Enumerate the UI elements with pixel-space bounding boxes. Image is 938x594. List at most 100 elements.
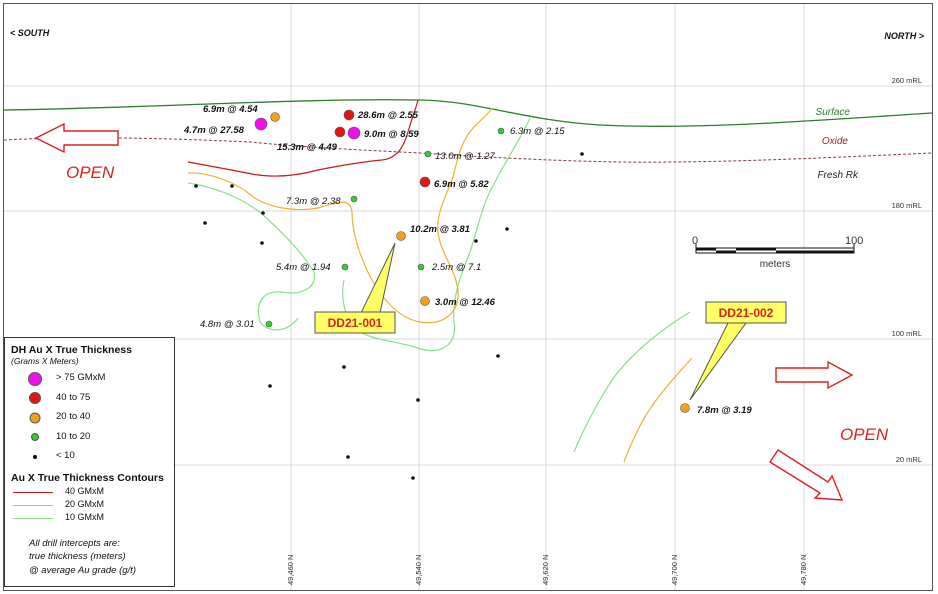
legend-title: DH Au X True Thickness — [11, 344, 132, 356]
south-label: < SOUTH — [10, 28, 50, 38]
legend-contour-line — [13, 504, 53, 506]
scale-start: 0 — [692, 235, 698, 247]
intercept-label: 10.2m @ 3.81 — [410, 224, 470, 235]
open-label-south: OPEN — [66, 163, 115, 182]
north-label: NORTH > — [884, 31, 924, 41]
legend-class-row: < 10 — [11, 447, 174, 467]
legend-class-row: 10 to 20 — [11, 428, 174, 448]
contour-20-gmxm — [187, 107, 693, 463]
legend-class-label: > 75 GMxM — [56, 372, 106, 383]
intercept-10-20 — [497, 127, 505, 135]
scale-bar: 0 100 meters — [692, 235, 863, 270]
legend-contours: 40 GMxM 20 GMxM 10 GMxM — [11, 486, 174, 525]
intercept-40-75 — [419, 176, 431, 188]
pierce-point — [342, 365, 346, 369]
intercept-symbols — [254, 109, 690, 413]
legend-class-row: > 75 GMxM — [11, 369, 174, 389]
fresh-rock-label: Fresh Rk — [817, 170, 859, 181]
oxide-line — [3, 137, 933, 163]
intercept-label: 7.3m @ 2.38 — [286, 196, 341, 207]
pierce-point — [346, 455, 350, 459]
contour-40-gmxm — [187, 99, 419, 177]
intercept-label: 3.0m @ 12.46 — [435, 297, 496, 308]
intercept-10-20 — [341, 263, 349, 271]
northing-label: 49,620 N — [541, 555, 550, 585]
intercept-label: 6.3m @ 2.15 — [510, 126, 565, 137]
legend-contour-line — [13, 491, 53, 493]
intercept-10-20 — [265, 320, 273, 328]
legend-subtitle: (Grams X Meters) — [11, 356, 79, 366]
pierce-point — [505, 227, 509, 231]
pierce-point — [230, 184, 234, 188]
pierce-point — [194, 184, 198, 188]
open-arrow-north — [775, 360, 854, 390]
intercept-20-40 — [680, 403, 690, 413]
intercept-20-40 — [270, 112, 280, 122]
legend-class-label: < 10 — [56, 450, 75, 461]
intercept-labels: 6.9m @ 4.54 4.7m @ 27.58 28.6m @ 2.55 9.… — [183, 104, 752, 416]
legend-classes: > 75 GMxM 40 to 75 20 to 40 10 to 20 < 1… — [11, 369, 174, 467]
intercept-label: 6.9m @ 4.54 — [203, 104, 258, 115]
legend: DH Au X True Thickness (Grams X Meters) … — [4, 337, 175, 587]
intercept-10-20 — [417, 263, 425, 271]
intercept-label: 9.0m @ 8.59 — [364, 129, 419, 140]
intercept-gt-75 — [254, 117, 268, 131]
intercept-label: 4.7m @ 27.58 — [183, 125, 245, 136]
low-grade-points — [194, 152, 584, 480]
pierce-point — [474, 239, 478, 243]
legend-contour-title: Au X True Thickness Contours — [11, 471, 164, 484]
surface-line — [3, 99, 933, 127]
elevation-label: 260 mRL — [892, 76, 922, 85]
legend-contour-label: 40 GMxM — [65, 485, 105, 496]
legend-symbol — [31, 433, 39, 442]
legend-symbol — [28, 371, 42, 386]
pierce-point — [203, 221, 207, 225]
legend-note: All drill intercepts are: true thickness… — [29, 537, 174, 578]
open-label-north: OPEN — [840, 425, 889, 444]
elevation-label: 180 mRL — [892, 201, 922, 210]
legend-contour-row: 40 GMxM — [11, 486, 174, 499]
legend-class-row: 20 to 40 — [11, 408, 174, 428]
open-arrow-north-down — [769, 449, 844, 501]
pierce-point — [496, 354, 500, 358]
legend-note-line: @ average Au grade (g/t) — [29, 564, 136, 576]
pierce-point — [260, 241, 264, 245]
callout-label-dd21-001: DD21-001 — [328, 316, 383, 330]
intercept-40-75 — [334, 126, 346, 138]
northing-label: 49,540 N — [414, 555, 423, 585]
intercept-20-40 — [396, 231, 406, 241]
intercept-label: 7.8m @ 3.19 — [697, 405, 752, 416]
legend-class-label: 20 to 40 — [56, 411, 91, 422]
callout-label-dd21-002: DD21-002 — [719, 306, 774, 320]
pierce-point — [416, 398, 420, 402]
scale-end: 100 — [845, 235, 863, 247]
intercept-20-40 — [420, 296, 430, 306]
intercept-gt-75 — [347, 126, 361, 140]
pierce-point — [411, 476, 415, 480]
pierce-point — [268, 384, 272, 388]
open-arrow-south — [34, 122, 119, 154]
legend-class-row: 40 to 75 — [11, 389, 174, 409]
legend-note-line: All drill intercepts are: — [29, 537, 120, 549]
intercept-label: 6.9m @ 5.82 — [434, 179, 489, 190]
pierce-point — [580, 152, 584, 156]
northing-label: 49,780 N — [799, 555, 808, 585]
legend-contour-row: 20 GMxM — [11, 499, 174, 512]
legend-symbol — [29, 392, 41, 405]
intercept-label: 13.0m @ 1.27 — [435, 151, 496, 162]
legend-contour-line — [13, 517, 53, 519]
callout-dd21-001: DD21-001 — [314, 242, 396, 334]
intercept-label: 28.6m @ 2.55 — [357, 110, 419, 121]
legend-note-line: true thickness (meters) — [29, 551, 126, 562]
legend-contour-label: 10 GMxM — [65, 511, 105, 522]
legend-contour-row: 10 GMxM — [11, 512, 174, 525]
elevation-label: 20 mRL — [896, 455, 922, 464]
elevation-label: 100 mRL — [892, 329, 922, 338]
intercept-40-75 — [343, 109, 355, 121]
intercept-label: 2.5m @ 7.1 — [431, 262, 481, 273]
northing-label: 49,460 N — [286, 555, 295, 585]
intercept-label: 15.3m @ 4.49 — [277, 142, 338, 153]
northing-label: 49,700 N — [670, 555, 679, 585]
pierce-point — [261, 211, 265, 215]
